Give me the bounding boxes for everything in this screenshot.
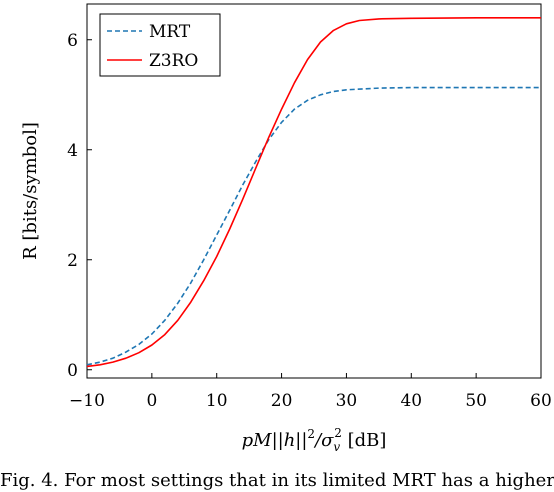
- line-chart: −10 0 10 20 30 40 50 60 0 2 4 6 MRT Z3RO R [bits/sy…: [20, 3, 552, 454]
- x-title-pm: pM: [242, 430, 273, 451]
- x-tick-label: 60: [530, 391, 552, 411]
- x-tick-label: 20: [271, 391, 293, 411]
- x-tick-label: 40: [400, 391, 422, 411]
- legend-label-z3ro: Z3RO: [149, 51, 198, 71]
- x-tick-label: 30: [336, 391, 358, 411]
- plot-frame: [86, 3, 542, 379]
- x-tick-label: 0: [146, 391, 157, 411]
- x-axis-title: pM||h||2/σv2 [dB]: [242, 426, 387, 454]
- y-tick-label: 6: [67, 31, 78, 51]
- x-title-unit: [dB]: [342, 430, 387, 451]
- x-title-sigma: /σ: [313, 430, 334, 451]
- x-title-sup: 2: [307, 427, 315, 441]
- y-tick-label: 4: [67, 141, 78, 161]
- series-line-mrt: [86, 86, 541, 366]
- series-layer: [86, 17, 541, 368]
- series-line-z3ro: [86, 17, 541, 368]
- x-title-norm: ||h||: [272, 430, 308, 451]
- legend-box: [99, 13, 221, 77]
- x-title-sub: v: [333, 440, 340, 454]
- y-tick-label: 0: [67, 361, 78, 381]
- figure-caption: Fig. 4. For most settings that in its li…: [0, 470, 554, 491]
- x-tick-label: 50: [465, 391, 487, 411]
- y-axis-title: R [bits/symbol]: [20, 122, 41, 260]
- x-tick-label: −10: [69, 391, 105, 411]
- x-tick-label: 10: [206, 391, 228, 411]
- x-title-sup2: 2: [334, 426, 342, 440]
- tick-layer: −10 0 10 20 30 40 50 60 0 2 4 6: [67, 31, 552, 411]
- legend-label-mrt: MRT: [149, 22, 191, 42]
- y-tick-label: 2: [67, 251, 78, 271]
- legend: MRT Z3RO: [99, 13, 221, 77]
